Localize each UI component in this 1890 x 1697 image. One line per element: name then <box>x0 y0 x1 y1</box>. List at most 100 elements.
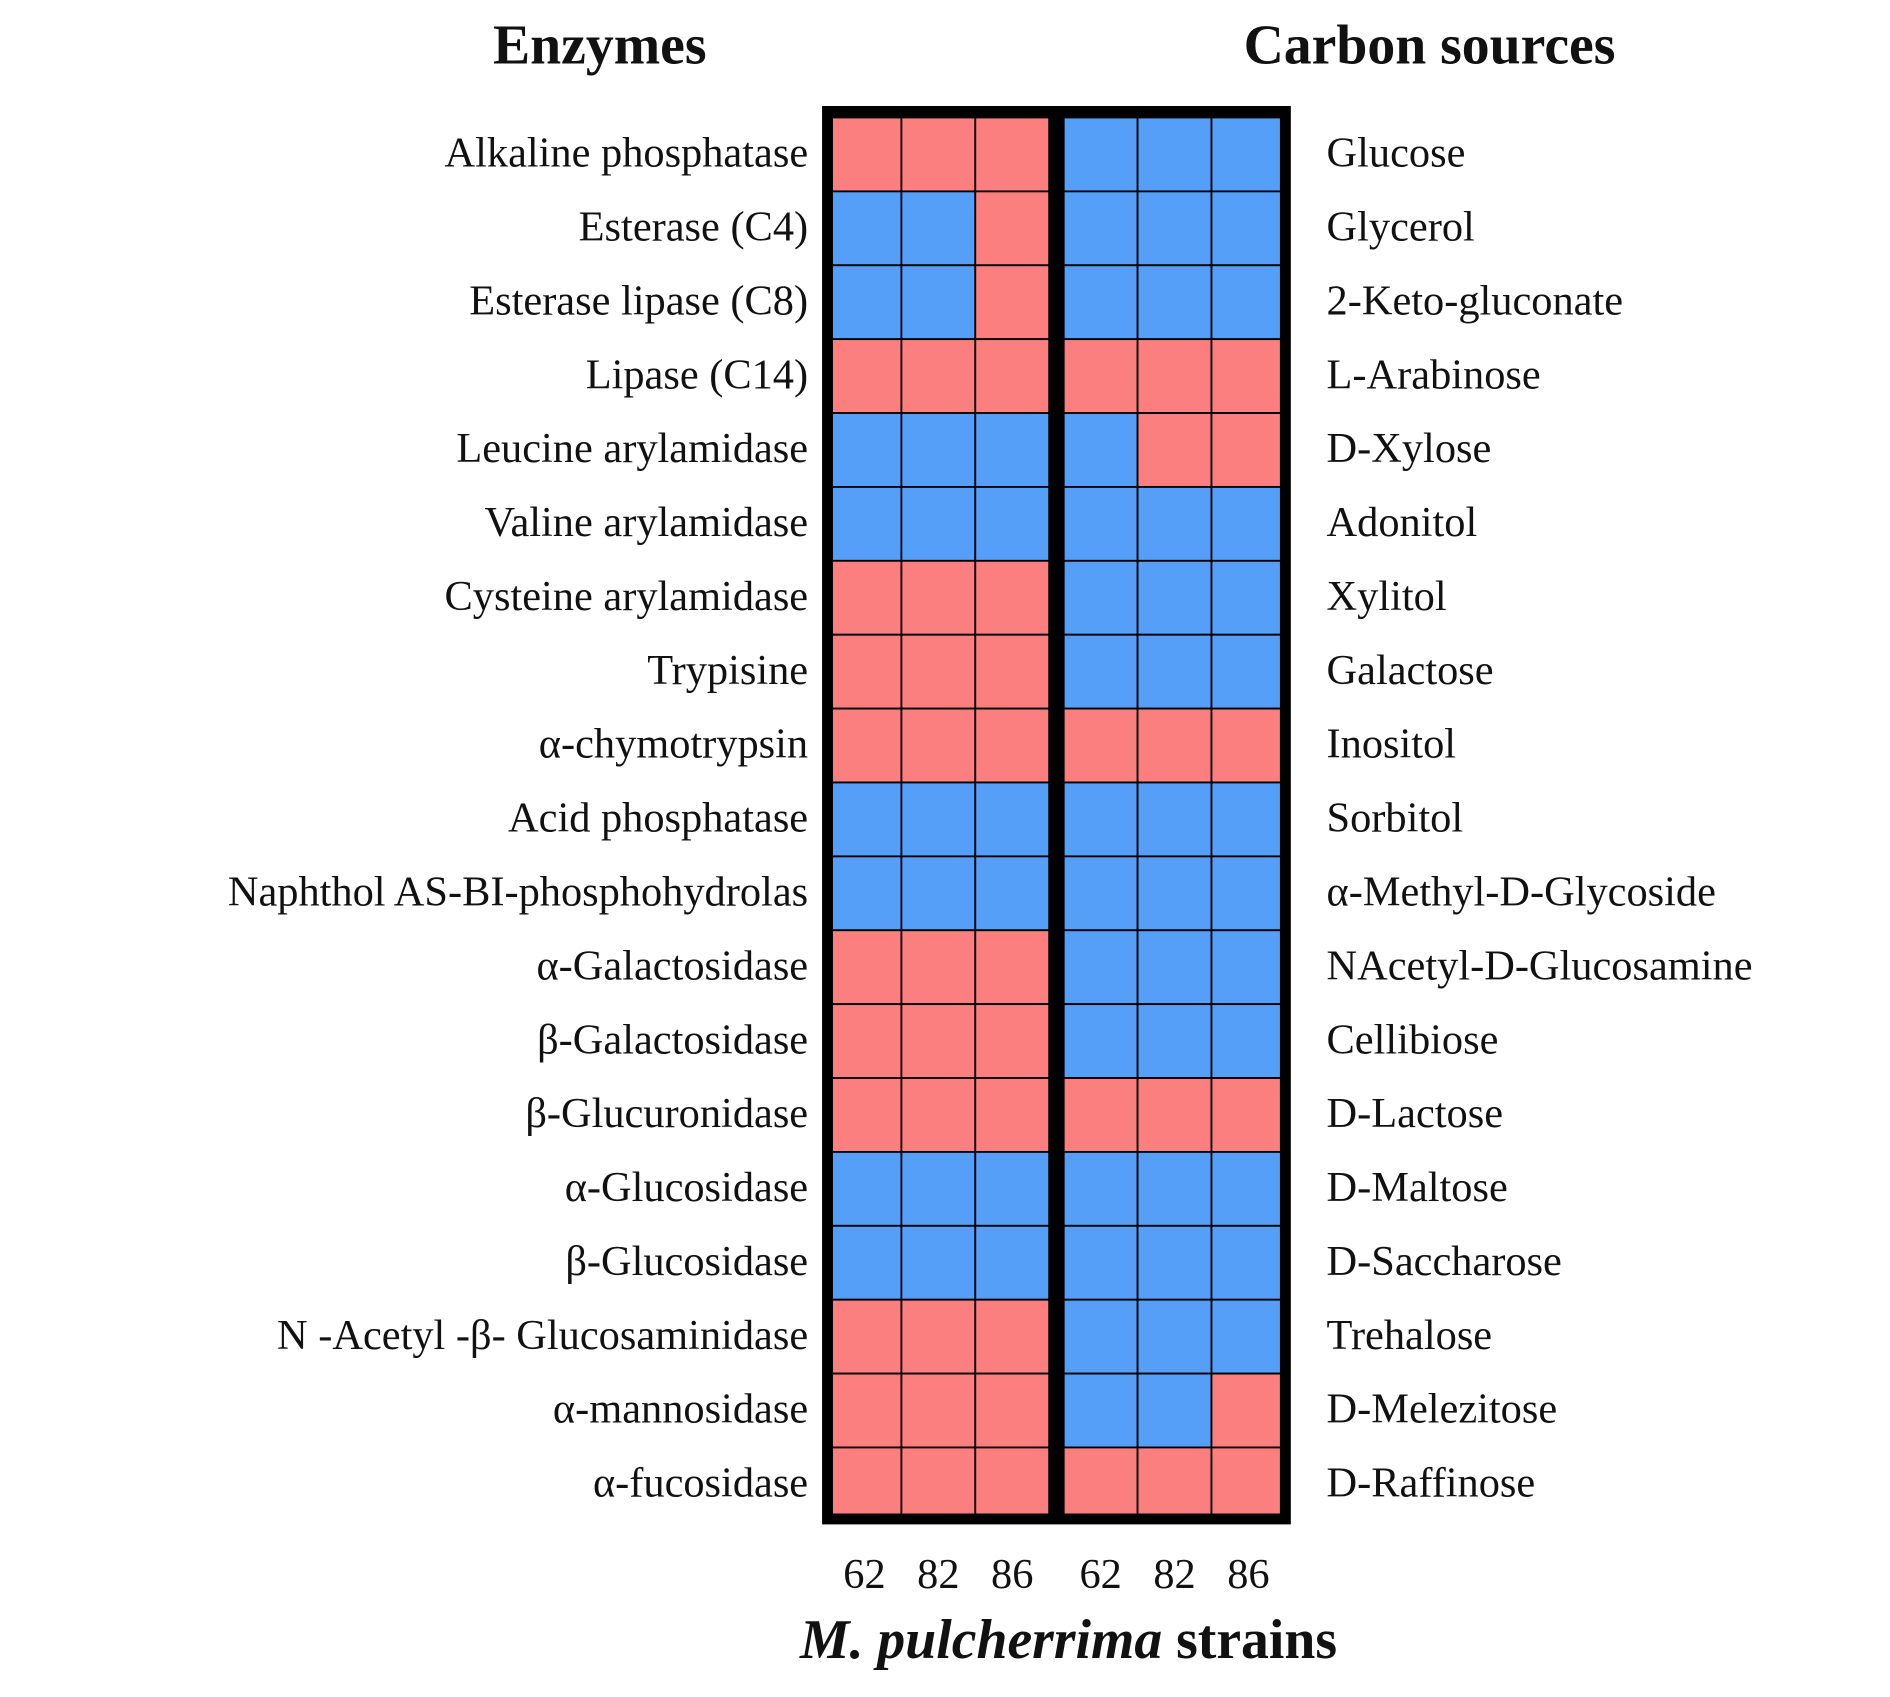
heat-cell <box>826 264 903 341</box>
heat-cell <box>1062 781 1139 858</box>
heat-cell <box>974 559 1051 636</box>
heat-cell <box>974 707 1051 784</box>
heat-cell <box>974 781 1051 858</box>
heat-cell <box>1062 486 1139 562</box>
heat-cell <box>1062 1151 1139 1227</box>
row-label: β-Glucuronidase <box>525 1090 808 1137</box>
x-label-italic: M. pulcherrima <box>799 1609 1162 1671</box>
heat-cell <box>826 1151 903 1227</box>
row-label: Naphthol AS-BI-phosphohydrolas <box>228 868 808 915</box>
heat-cell <box>974 1372 1051 1449</box>
row-label: Valine arylamidase <box>485 499 809 546</box>
heat-cell <box>826 1077 903 1153</box>
heat-cell <box>1062 412 1139 488</box>
heat-cell <box>826 486 903 562</box>
heat-cell <box>1062 1003 1139 1079</box>
heat-cell <box>1062 1298 1139 1375</box>
heat-cell <box>826 1298 903 1375</box>
heat-cell <box>1210 633 1287 710</box>
row-label: D-Melezitose <box>1327 1386 1558 1433</box>
row-label: Galactose <box>1327 647 1494 694</box>
row-label: D-Maltose <box>1327 1164 1508 1211</box>
heat-cell <box>1210 1224 1287 1301</box>
heat-cell <box>974 338 1051 414</box>
row-label: α-Glucosidase <box>565 1164 808 1211</box>
heat-cell <box>974 1003 1051 1079</box>
row-label: α-Methyl-D-Glycoside <box>1327 868 1716 915</box>
heat-cell <box>900 559 977 636</box>
heat-cell <box>826 929 903 1006</box>
heat-cell <box>1062 929 1139 1006</box>
heat-cell <box>1210 707 1287 784</box>
strain-label: 82 <box>917 1551 959 1598</box>
row-label: Acid phosphatase <box>508 795 808 842</box>
heat-cell <box>1210 929 1287 1006</box>
row-label: Alkaline phosphatase <box>445 130 809 177</box>
heat-cell <box>1062 707 1139 784</box>
heat-cell <box>826 559 903 636</box>
heat-cell <box>1136 559 1213 636</box>
row-label: α-chymotrypsin <box>539 721 808 768</box>
heat-cell <box>1136 929 1213 1006</box>
heat-cell <box>826 707 903 784</box>
heat-cell <box>900 116 977 193</box>
heat-cell <box>1136 412 1213 488</box>
strain-label: 86 <box>991 1551 1033 1598</box>
heat-cell <box>1136 116 1213 193</box>
heat-cell <box>826 1003 903 1079</box>
heat-cell <box>1136 1224 1213 1301</box>
heat-cell <box>1210 338 1287 414</box>
strain-label: 62 <box>1079 1551 1121 1598</box>
row-label: Trehalose <box>1327 1312 1493 1359</box>
heat-cell <box>900 1298 977 1375</box>
heat-cell <box>900 1151 977 1227</box>
heat-cell <box>974 929 1051 1006</box>
heat-cell <box>1136 486 1213 562</box>
panel-title: Enzymes <box>493 15 707 77</box>
row-label: Cysteine arylamidase <box>445 573 809 620</box>
heat-cell <box>1210 1372 1287 1449</box>
heat-cell <box>974 1298 1051 1375</box>
row-label: N -Acetyl -β- Glucosaminidase <box>277 1312 808 1359</box>
heat-cell <box>974 486 1051 562</box>
heat-cell <box>1210 1446 1287 1523</box>
heat-cell <box>826 412 903 488</box>
row-label: β-Glucosidase <box>565 1238 808 1285</box>
row-label: Cellibiose <box>1327 1016 1499 1063</box>
heat-cell <box>900 1003 977 1079</box>
heat-cell <box>1062 338 1139 414</box>
row-label: Lipase (C14) <box>586 351 808 398</box>
row-label: Sorbitol <box>1327 795 1464 842</box>
row-label: α-fucosidase <box>593 1460 808 1507</box>
heat-cell <box>900 1077 977 1153</box>
heat-cell <box>900 781 977 858</box>
heat-cell <box>1136 1446 1213 1523</box>
divider <box>1049 111 1064 1519</box>
row-label: L-Arabinose <box>1327 351 1541 398</box>
row-label: Esterase lipase (C8) <box>469 277 808 324</box>
x-axis-label: M. pulcherrima strains <box>799 1609 1337 1671</box>
row-label: D-Raffinose <box>1327 1460 1536 1507</box>
heat-cell <box>1136 1298 1213 1375</box>
heat-cell <box>1062 1372 1139 1449</box>
heat-cell <box>1136 781 1213 858</box>
row-label: Glucose <box>1327 130 1466 177</box>
row-label: 2-Keto-gluconate <box>1327 277 1624 324</box>
heat-cell <box>1136 1151 1213 1227</box>
row-label: NAcetyl-D-Glucosamine <box>1327 942 1753 989</box>
row-label: Glycerol <box>1327 203 1475 250</box>
heat-cell <box>900 855 977 932</box>
heat-cell <box>974 1446 1051 1523</box>
heat-cell <box>1210 1003 1287 1079</box>
row-label: Leucine arylamidase <box>456 425 808 472</box>
heat-cell <box>1210 486 1287 562</box>
heat-cell <box>1136 1003 1213 1079</box>
heat-cell <box>1062 1077 1139 1153</box>
heat-cell <box>1062 116 1139 193</box>
heat-cell <box>900 633 977 710</box>
heat-cell <box>826 1224 903 1301</box>
x-label-rest: strains <box>1176 1609 1337 1671</box>
heat-cell <box>826 855 903 932</box>
heat-cell <box>826 781 903 858</box>
